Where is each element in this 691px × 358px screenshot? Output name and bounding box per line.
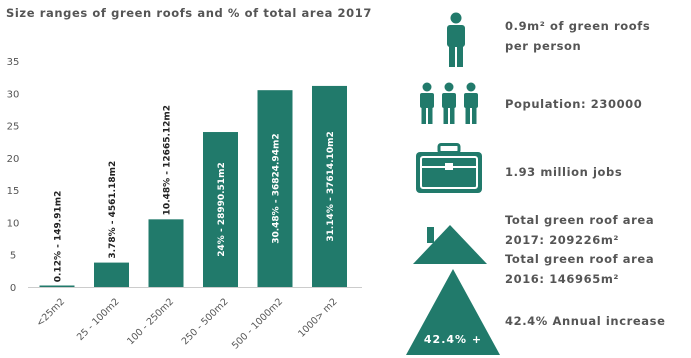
area-2016-line2: 2016: 146965m² [505, 272, 620, 286]
x-tick-label: 100 - 250m2 [125, 296, 176, 347]
bar-data-label: 3.78% - 4561.18m2 [108, 161, 118, 259]
person-icon [447, 12, 465, 67]
area-2017-line1: Total green roof area [505, 213, 655, 227]
bar [312, 85, 347, 288]
area-2016-text: Total green roof area 2016: 146965m² [505, 249, 654, 289]
area-2017-line2: 2017: 209226m² [505, 233, 620, 247]
y-tick-label: 10 [7, 218, 20, 229]
x-tick-label: 1000> m2 [296, 296, 339, 339]
bar-data-label: 10.48% - 12665.12m2 [163, 105, 173, 215]
bar [203, 132, 238, 287]
bar-data-label: 31.14% - 37614.10m2 [326, 131, 336, 241]
y-tick-label: 5 [10, 251, 16, 262]
y-tick-label: 15 [7, 186, 20, 197]
increase-text: 42.4% Annual increase [505, 314, 666, 328]
area-2017-text: Total green roof area 2017: 209226m² [505, 210, 654, 250]
briefcase-icon [416, 143, 482, 193]
jobs-text: 1.93 million jobs [505, 165, 623, 179]
x-tick-label: 500 - 1000m2 [230, 296, 285, 351]
house-roof-icon [413, 225, 487, 264]
bar [148, 219, 184, 287]
x-tick-label: 25 - 100m2 [75, 296, 122, 343]
bar [94, 262, 129, 287]
bar-data-label: 24% - 28990.51m2 [217, 162, 227, 256]
y-tick-label: 20 [7, 154, 20, 165]
bar-data-label: 30.48% - 36824.94m2 [272, 133, 282, 243]
per-person-line2: per person [505, 39, 582, 53]
people-icon [420, 82, 478, 124]
per-person-line1: 0.9m² of green roofs [505, 19, 651, 33]
per-person-text: 0.9m² of green roofs per person [505, 16, 650, 56]
increase-badge: 42.4% + [424, 333, 482, 346]
x-tick-label: 250 - 500m2 [180, 296, 231, 347]
triangle-icon: 42.4% + [406, 269, 500, 355]
bar [39, 285, 75, 287]
x-tick-label: <25m2 [34, 296, 67, 329]
population-text: Population: 230000 [505, 97, 643, 111]
y-tick-label: 0 [10, 283, 16, 294]
bar-data-label: 0.12% - 149.91m2 [54, 191, 64, 283]
y-tick-label: 35 [7, 57, 20, 68]
y-tick-label: 25 [7, 122, 20, 133]
bar [257, 90, 293, 288]
area-2016-line1: Total green roof area [505, 252, 655, 266]
y-tick-label: 30 [7, 89, 20, 100]
chart-title: Size ranges of green roofs and % of tota… [6, 6, 372, 20]
